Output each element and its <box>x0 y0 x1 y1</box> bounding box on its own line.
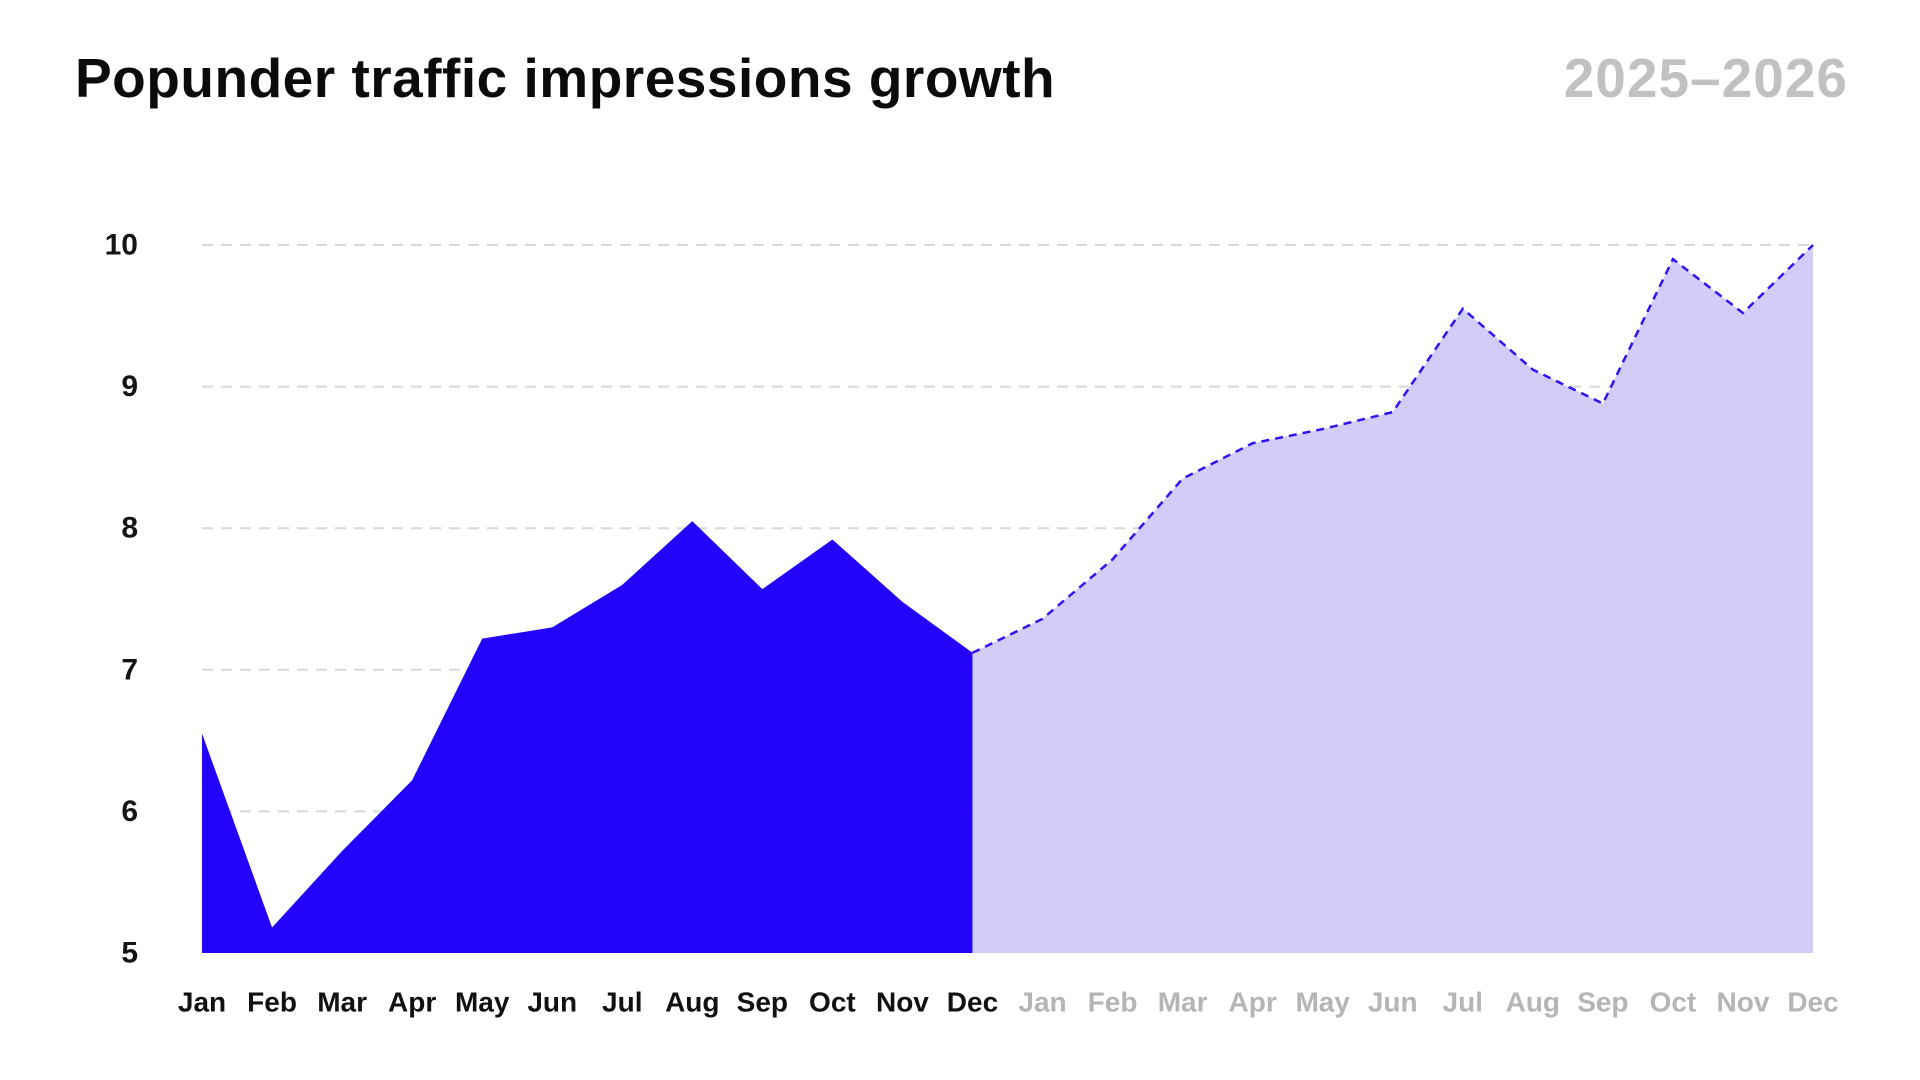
x-tick-label-2025-mar: Mar <box>317 987 367 1018</box>
x-tick-label-2026-oct: Oct <box>1650 987 1697 1018</box>
period-label: 2025–2026 <box>1563 47 1848 109</box>
x-tick-label-2026-sep: Sep <box>1577 987 1628 1018</box>
x-tick-label-2025-apr: Apr <box>388 987 436 1018</box>
x-tick-label-2026-mar: Mar <box>1158 987 1208 1018</box>
x-tick-label-2026-apr: Apr <box>1229 987 1277 1018</box>
area-2025-actual <box>202 521 973 953</box>
x-tick-label-2025-may: May <box>455 987 510 1018</box>
page-title: Popunder traffic impressions growth <box>75 47 1056 109</box>
x-tick-label-2026-dec: Dec <box>1787 987 1838 1018</box>
x-tick-label-2026-feb: Feb <box>1088 987 1138 1018</box>
y-tick-label-10: 10 <box>105 229 138 262</box>
x-tick-label-2025-dec: Dec <box>947 987 998 1018</box>
x-tick-label-2025-aug: Aug <box>665 987 719 1018</box>
x-tick-label-2025-nov: Nov <box>876 987 929 1018</box>
y-tick-label-9: 9 <box>121 370 138 403</box>
x-tick-label-2025-jul: Jul <box>602 987 642 1018</box>
y-tick-label-7: 7 <box>121 653 138 686</box>
x-tick-label-2026-nov: Nov <box>1717 987 1770 1018</box>
forecast-dashed-line <box>971 244 1814 654</box>
y-tick-label-5: 5 <box>121 937 138 970</box>
x-tick-label-2026-jun: Jun <box>1368 987 1418 1018</box>
x-tick-label-2025-jun: Jun <box>527 987 577 1018</box>
x-tick-label-2025-jan: Jan <box>178 987 226 1018</box>
y-tick-label-8: 8 <box>121 512 138 545</box>
x-tick-label-2026-jul: Jul <box>1443 987 1483 1018</box>
x-tick-label-2026-jan: Jan <box>1018 987 1066 1018</box>
x-tick-label-2026-may: May <box>1295 987 1350 1018</box>
x-tick-label-2025-feb: Feb <box>247 987 297 1018</box>
x-tick-label-2026-aug: Aug <box>1506 987 1560 1018</box>
x-tick-label-2025-sep: Sep <box>737 987 788 1018</box>
x-tick-label-2025-oct: Oct <box>809 987 856 1018</box>
y-tick-label-6: 6 <box>121 795 138 828</box>
area-2026-forecast <box>972 245 1813 953</box>
